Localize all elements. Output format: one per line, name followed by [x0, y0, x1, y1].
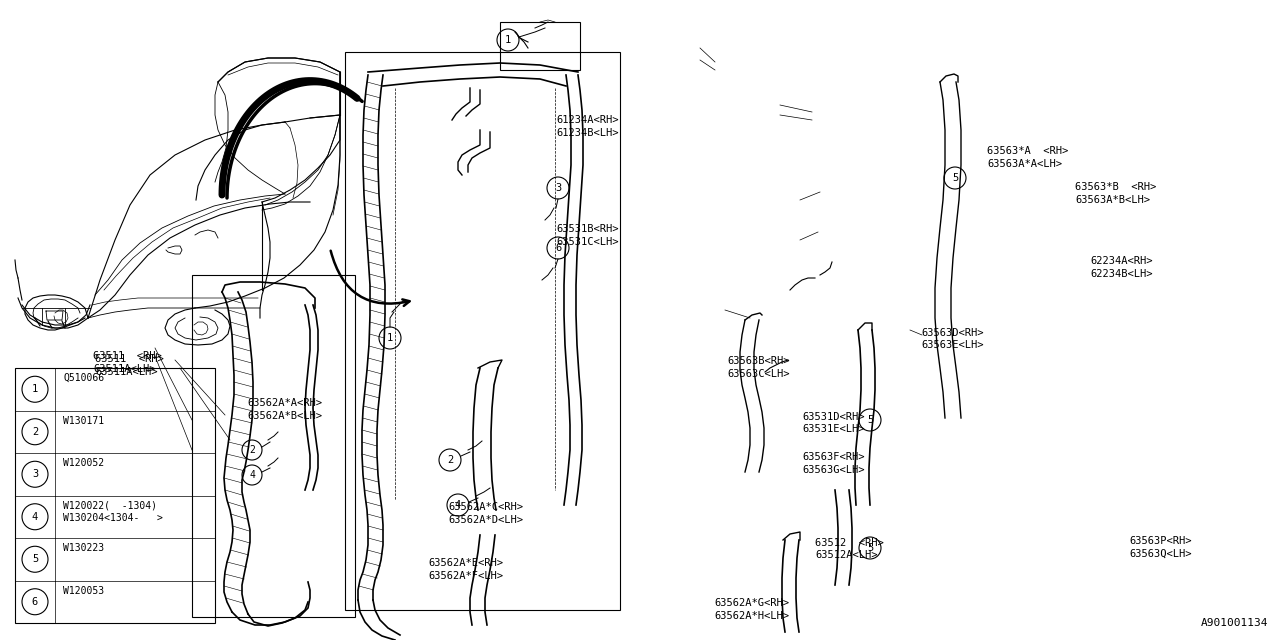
Text: W130223: W130223: [63, 543, 104, 553]
Bar: [346, 52, 620, 610]
Text: 63563B<RH>
63563C<LH>: 63563B<RH> 63563C<LH>: [727, 356, 790, 380]
Text: 4: 4: [250, 470, 255, 480]
Text: 5: 5: [867, 415, 873, 425]
Text: 63563*A  <RH>
63563A*A<LH>: 63563*A <RH> 63563A*A<LH>: [987, 146, 1068, 169]
Text: 4: 4: [454, 500, 461, 510]
Text: 63562A*C<RH>
63562A*D<LH>: 63562A*C<RH> 63562A*D<LH>: [448, 502, 524, 525]
Text: 3: 3: [554, 183, 561, 193]
Text: 63511  <RH>
63511A<LH>: 63511 <RH> 63511A<LH>: [95, 354, 164, 377]
Text: 4: 4: [32, 512, 38, 522]
Text: 1: 1: [387, 333, 393, 343]
Text: 63531B<RH>
63531C<LH>: 63531B<RH> 63531C<LH>: [557, 224, 620, 247]
Text: 62234A<RH>
62234B<LH>: 62234A<RH> 62234B<LH>: [1091, 256, 1153, 279]
Text: 1: 1: [32, 384, 38, 394]
Text: 6: 6: [554, 243, 561, 253]
Text: W120022(  -1304)
W130204<1304-   >: W120022( -1304) W130204<1304- >: [63, 500, 163, 524]
Text: 63563D<RH>
63563E<LH>: 63563D<RH> 63563E<LH>: [922, 328, 984, 351]
Bar: [500, 22, 580, 70]
Text: 63563F<RH>
63563G<LH>: 63563F<RH> 63563G<LH>: [803, 452, 865, 475]
Text: 5: 5: [32, 554, 38, 564]
Text: 2: 2: [447, 455, 453, 465]
Text: 63563*B  <RH>
63563A*B<LH>: 63563*B <RH> 63563A*B<LH>: [1075, 182, 1156, 205]
Text: 2: 2: [32, 427, 38, 436]
Text: 63562A*A<RH>
63562A*B<LH>: 63562A*A<RH> 63562A*B<LH>: [247, 398, 323, 421]
Text: 63562A*E<RH>
63562A*F<LH>: 63562A*E<RH> 63562A*F<LH>: [429, 558, 504, 581]
Text: 63512  <RH>
63512A<LH>: 63512 <RH> 63512A<LH>: [815, 538, 884, 561]
Text: Q510066: Q510066: [63, 373, 104, 383]
Text: 2: 2: [250, 445, 255, 455]
Text: 5: 5: [867, 543, 873, 553]
Bar: [192, 275, 355, 617]
Text: W120052: W120052: [63, 458, 104, 468]
Text: A901001134: A901001134: [1201, 618, 1268, 628]
Text: 6: 6: [32, 596, 38, 607]
Bar: [15, 368, 215, 623]
Text: W120053: W120053: [63, 586, 104, 596]
Text: 63511  <RH>
63511A<LH>: 63511 <RH> 63511A<LH>: [93, 351, 163, 374]
Text: 63563P<RH>
63563Q<LH>: 63563P<RH> 63563Q<LH>: [1129, 536, 1192, 559]
Text: 5: 5: [952, 173, 959, 183]
Text: 3: 3: [32, 469, 38, 479]
Text: W130171: W130171: [63, 415, 104, 426]
Text: 1: 1: [504, 35, 511, 45]
Text: 61234A<RH>
61234B<LH>: 61234A<RH> 61234B<LH>: [557, 115, 620, 138]
Text: 63562A*G<RH>
63562A*H<LH>: 63562A*G<RH> 63562A*H<LH>: [714, 598, 790, 621]
Text: 63531D<RH>
63531E<LH>: 63531D<RH> 63531E<LH>: [803, 412, 865, 435]
